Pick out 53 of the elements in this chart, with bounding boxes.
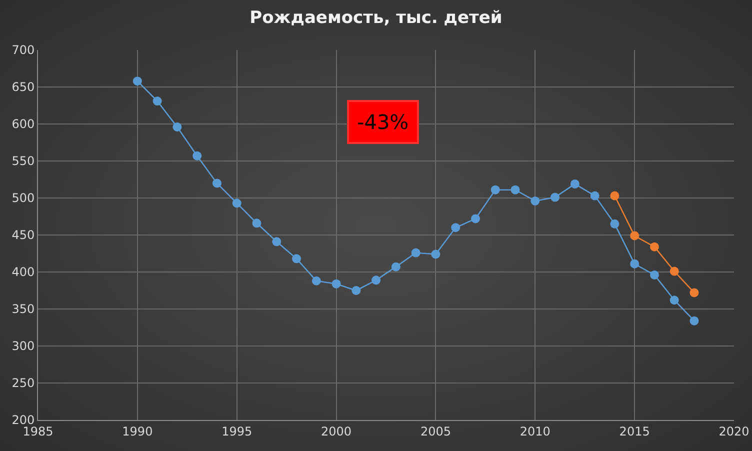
x-tick-label: 2005 bbox=[420, 424, 451, 438]
point bbox=[292, 254, 302, 264]
y-tick-label: 600 bbox=[12, 117, 35, 132]
y-tick-label: 350 bbox=[12, 302, 35, 316]
point bbox=[132, 76, 142, 86]
point bbox=[152, 96, 162, 106]
point bbox=[332, 279, 341, 288]
y-tick-label: 500 bbox=[12, 191, 35, 206]
point bbox=[650, 242, 659, 252]
y-tick-label: 550 bbox=[12, 154, 35, 168]
point bbox=[411, 248, 420, 258]
y-tick-label: 450 bbox=[12, 228, 35, 242]
point bbox=[610, 219, 620, 228]
point bbox=[630, 259, 640, 268]
point bbox=[451, 223, 460, 232]
y-tick-label: 650 bbox=[12, 80, 35, 94]
point bbox=[490, 185, 500, 194]
y-tick-label: 300 bbox=[12, 339, 35, 354]
point bbox=[650, 270, 659, 280]
point bbox=[610, 191, 620, 200]
point bbox=[510, 185, 520, 194]
point bbox=[550, 192, 560, 202]
point bbox=[630, 231, 640, 240]
point bbox=[312, 276, 321, 286]
y-tick-label: 400 bbox=[12, 265, 35, 280]
point bbox=[232, 198, 242, 208]
x-tick-label: 2000 bbox=[321, 424, 352, 438]
x-tick-label: 1990 bbox=[122, 424, 153, 438]
chart-title: Рождаемость, тыс. детей bbox=[250, 8, 502, 28]
point bbox=[570, 179, 580, 188]
point bbox=[690, 288, 699, 298]
x-tick-label: 2020 bbox=[718, 424, 750, 438]
point bbox=[590, 191, 600, 200]
point bbox=[192, 151, 202, 160]
point bbox=[431, 250, 440, 259]
point bbox=[470, 214, 480, 224]
point bbox=[391, 262, 400, 272]
y-tick-label: 250 bbox=[12, 376, 35, 390]
x-tick-label: 2010 bbox=[520, 424, 550, 438]
point bbox=[272, 237, 282, 246]
annotation: -43% bbox=[357, 110, 409, 134]
point bbox=[372, 276, 381, 285]
point bbox=[670, 296, 679, 305]
point bbox=[252, 218, 262, 228]
x-tick-label: 2015 bbox=[619, 424, 650, 438]
point bbox=[172, 122, 182, 132]
point bbox=[670, 266, 679, 276]
y-tick-label: 700 bbox=[12, 43, 35, 58]
point bbox=[212, 178, 222, 188]
x-tick-label: 1995 bbox=[222, 424, 252, 438]
point bbox=[352, 286, 361, 295]
point bbox=[690, 316, 699, 326]
point bbox=[530, 196, 540, 206]
